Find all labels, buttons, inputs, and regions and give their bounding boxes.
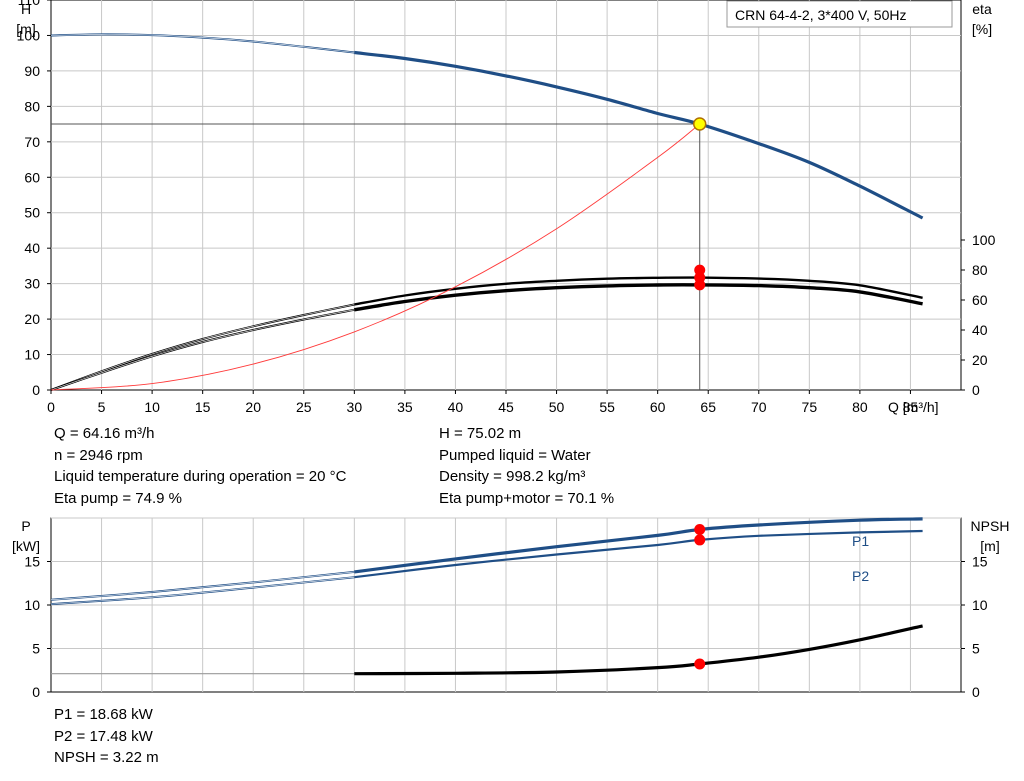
y-right-tick-label: 40: [972, 322, 988, 338]
x-tick-label: 0: [47, 399, 55, 415]
info-p1: P1 = 18.68 kW: [54, 706, 153, 723]
p2-series-label: P2: [852, 568, 869, 584]
H-line-extended-inner: [50, 34, 355, 53]
y-left-tick-label: 0: [32, 382, 40, 398]
p2-duty-marker: [694, 534, 706, 546]
lower-y-left-label-line1: P: [21, 518, 30, 534]
legend-box: CRN 64-4-2, 3*400 V, 50Hz: [726, 0, 953, 28]
x-tick-label: 20: [245, 399, 261, 415]
info-pumped-liquid: Pumped liquid = Water: [439, 446, 591, 464]
info-flow: Q = 64.16 m³/h: [54, 425, 155, 442]
upper-chart-grid: [50, 0, 962, 391]
y-left-tick-label: 40: [24, 240, 40, 256]
x-tick-label: 25: [296, 399, 312, 415]
x-tick-label: 60: [650, 399, 666, 415]
y-right-tick-label: 80: [972, 262, 988, 278]
upper-y-left-label-line2: [m]: [16, 21, 35, 37]
upper-x-axis-label: Q [m³/h]: [888, 399, 939, 415]
y-left-tick-label: 50: [24, 205, 40, 221]
x-tick-label: 5: [98, 399, 106, 415]
x-tick-label: 55: [599, 399, 615, 415]
legend-box-text: CRN 64-4-2, 3*400 V, 50Hz: [735, 7, 906, 23]
lower-y-right-label-line2: [m]: [980, 538, 999, 554]
npsh-duty-marker: [694, 658, 706, 670]
y-left-tick-label: 30: [24, 276, 40, 292]
lower-y-left-tick-label: 10: [24, 597, 40, 613]
eta-pump-motor-duty-marker: [694, 279, 706, 291]
x-tick-label: 10: [144, 399, 160, 415]
H-line-operating: [354, 50, 924, 220]
lower-y-right-tick-label: 0: [972, 684, 980, 700]
eta_pump_motor-line-operating: [354, 283, 923, 312]
x-tick-label: 50: [549, 399, 565, 415]
y-left-tick-label: 60: [24, 169, 40, 185]
x-tick-label: 35: [397, 399, 413, 415]
info-liquid-temperature: Liquid temperature during operation = 20…: [54, 468, 347, 485]
info-p2: P2 = 17.48 kW: [54, 727, 153, 745]
x-tick-label: 15: [195, 399, 211, 415]
info-head: H = 75.02 m: [439, 425, 522, 442]
P1-line-extended-inner: [50, 571, 355, 601]
info-density: Density = 998.2 kg/m³: [439, 468, 586, 485]
system_curve-line: [50, 123, 700, 391]
y-left-tick-label: 70: [24, 134, 40, 150]
lower-chart-ticks: 0 5 10 15 0 5 10 15: [24, 554, 987, 701]
upper-y-right-label-line1: eta: [972, 1, 992, 17]
x-tick-label: 30: [347, 399, 363, 415]
P2-line-operating: [354, 529, 923, 579]
lower-y-right-tick-label: 10: [972, 597, 988, 613]
info-speed: n = 2946 rpm: [54, 446, 143, 464]
x-tick-label: 70: [751, 399, 767, 415]
P1-line-operating: [354, 517, 923, 574]
info-upper-right: H = 75.02 m Pumped liquid = Water Densit…: [439, 423, 614, 509]
y-right-tick-label: 20: [972, 352, 988, 368]
duty-point-marker: [692, 117, 707, 131]
info-lower: P1 = 18.68 kW P2 = 17.48 kW NPSH = 3.22 …: [54, 704, 159, 769]
info-upper-left: Q = 64.16 m³/h n = 2946 rpm Liquid tempe…: [54, 423, 346, 509]
upper-y-left-label-line1: H: [21, 1, 31, 17]
y-left-tick-label: 80: [24, 98, 40, 114]
eta_pump_motor-line-extended-inner: [50, 309, 355, 391]
lower-y-right-label-line1: NPSH: [971, 518, 1010, 534]
lower-y-left-tick-label: 0: [32, 684, 40, 700]
y-left-tick-label: 10: [24, 347, 40, 363]
x-tick-label: 45: [498, 399, 514, 415]
info-eta-pump: Eta pump = 74.9 %: [54, 489, 182, 507]
p1-duty-marker: [694, 523, 706, 535]
y-left-tick-label: 90: [24, 63, 40, 79]
x-tick-label: 75: [802, 399, 818, 415]
y-left-tick-label: 110: [18, 0, 41, 8]
info-npsh: NPSH = 3.22 m: [54, 749, 159, 766]
upper-y-right-label-line2: [%]: [972, 21, 992, 37]
lower-y-left-label-line2: [kW]: [12, 538, 40, 554]
y-right-tick-label: 60: [972, 292, 988, 308]
y-right-tick-label: 0: [972, 382, 980, 398]
eta_pump-line-extended-inner: [50, 304, 355, 391]
upper-chart-ticks: 0 5 10 15 20 25 30 35 40 45 50 55 60 65 70 75 80 85 0 10 20 3…: [17, 0, 996, 415]
P2-line-extended-inner: [50, 576, 355, 605]
lower-chart-marks: [50, 517, 923, 676]
y-right-tick-label: 100: [972, 232, 996, 248]
y-left-tick-label: 20: [24, 311, 40, 327]
x-tick-label: 40: [448, 399, 464, 415]
lower-y-right-tick-label: 15: [972, 554, 988, 570]
x-tick-label: 85: [903, 399, 919, 415]
npsh-line-operating: [354, 624, 923, 676]
upper-chart-marks: [50, 33, 924, 391]
lower-chart-grid: [50, 517, 962, 693]
x-tick-label: 65: [700, 399, 716, 415]
y-left-tick-label: 100: [17, 27, 41, 43]
x-tick-label: 80: [852, 399, 868, 415]
lower-y-left-tick-label: 5: [32, 641, 40, 657]
lower-y-right-tick-label: 5: [972, 641, 980, 657]
p1-series-label: P1: [852, 533, 869, 549]
lower-y-left-tick-label: 15: [24, 554, 40, 570]
info-eta-pump-motor: Eta pump+motor = 70.1 %: [439, 489, 615, 507]
